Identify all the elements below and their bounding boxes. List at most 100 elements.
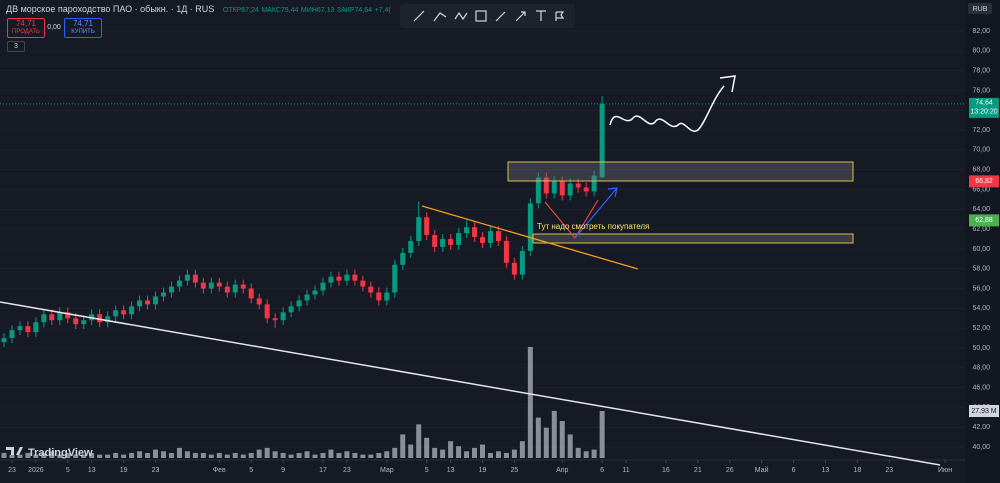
candle-body <box>480 237 485 243</box>
marks <box>0 30 965 458</box>
volume-bar <box>312 454 318 458</box>
candle-body <box>527 203 533 251</box>
x-tick-label: 5 <box>66 467 70 474</box>
volume-bar <box>145 452 151 458</box>
spread: 0,00 <box>47 24 61 31</box>
x-tick-label: 16 <box>662 467 670 474</box>
candle-body <box>216 282 222 287</box>
candle-body <box>559 181 565 196</box>
x-tick-label: 18 <box>853 467 861 474</box>
volume-bar <box>160 451 166 458</box>
arrow-blue <box>574 187 618 239</box>
volume-bar <box>400 434 406 458</box>
candle-body <box>464 227 470 234</box>
volume-bar <box>256 449 262 458</box>
candle-body <box>153 296 159 305</box>
volume-bar <box>464 451 470 458</box>
buy-price: 74,71 <box>72 19 94 28</box>
y-tick-label: 60,00 <box>972 246 990 253</box>
candle-body <box>432 235 438 247</box>
candle-body <box>145 300 151 305</box>
volume-bar <box>121 454 127 458</box>
zone-lower <box>532 233 854 244</box>
volume-bar <box>472 447 478 458</box>
volume-bar <box>575 447 581 458</box>
candle-body <box>248 288 254 299</box>
volume-bar <box>176 447 182 458</box>
tool-text[interactable] <box>536 10 546 21</box>
volume-bar <box>336 452 342 458</box>
volume-bar <box>240 454 246 458</box>
volume-bar <box>567 434 573 458</box>
x-tick-label: 26 <box>726 467 734 474</box>
candle-body <box>320 282 326 291</box>
tool-brush[interactable] <box>495 11 506 22</box>
candle-body <box>176 280 182 287</box>
volume-bar <box>456 446 462 458</box>
volume-bar <box>424 437 430 458</box>
zone-upper <box>507 161 854 182</box>
tool-rect[interactable] <box>475 10 487 22</box>
volume-bar <box>511 449 517 458</box>
candle-body <box>1 338 7 343</box>
volume-bar <box>352 452 358 458</box>
x-tick-label: 19 <box>120 467 128 474</box>
ma-tag <box>969 175 999 188</box>
y-tick-label: 72,00 <box>972 127 990 134</box>
volume-bar <box>408 444 414 458</box>
volume-bar <box>113 452 119 458</box>
stat: ОТКР67,24 <box>222 7 259 14</box>
volume-bar <box>248 452 254 458</box>
tool-arrow[interactable] <box>515 11 526 22</box>
tool-line[interactable] <box>413 10 425 22</box>
sell-button[interactable]: 74,71 ПРОДАТЬ <box>7 18 45 38</box>
candle-body <box>81 320 87 325</box>
indicators-toggle[interactable]: 3 <box>7 41 25 52</box>
tool-flag[interactable] <box>555 11 565 21</box>
volume-bar <box>129 452 135 458</box>
ma-tag-label: 62,88 <box>975 217 993 224</box>
logo: TradingView <box>28 447 93 459</box>
candle-body <box>519 250 525 275</box>
stat: +7,4( <box>374 7 391 14</box>
ma-tag <box>969 214 999 227</box>
buy-label: КУПИТЬ <box>71 29 95 35</box>
candle-body <box>472 227 478 238</box>
candle-body <box>296 300 302 307</box>
tool-pattern[interactable] <box>454 11 468 21</box>
volume-bar <box>105 454 111 458</box>
volume-tag-label: 27,93 M <box>971 408 996 415</box>
candle-body <box>224 286 230 293</box>
trend-line <box>0 301 941 466</box>
y-tick-label: 78,00 <box>972 67 990 74</box>
buy-button[interactable]: 74,71 КУПИТЬ <box>64 18 102 38</box>
volume-bar <box>9 454 15 458</box>
x-tick-label: 19 <box>479 467 487 474</box>
y-tick-label: 56,00 <box>972 285 990 292</box>
volume-bar <box>25 452 31 458</box>
candle-body <box>121 310 127 315</box>
volume-bar <box>551 410 557 458</box>
volume-bar <box>416 424 422 458</box>
tool-path[interactable] <box>433 12 447 22</box>
candle-body <box>503 240 509 263</box>
candle-body <box>208 282 214 289</box>
candle-body <box>328 276 334 283</box>
x-tick-label: 13 <box>447 467 455 474</box>
candle-body <box>376 292 382 301</box>
symbol-title: ДВ морское пароходство ПАО · обыкн. · 1Д… <box>6 4 215 14</box>
y-tick-label: 40,00 <box>972 444 990 451</box>
candle-body <box>312 290 318 295</box>
y-tick-label: 82,00 <box>972 28 990 35</box>
annotation: Тут надо смотреть покупателя <box>537 222 649 231</box>
logo-icon <box>6 447 23 455</box>
drawing-toolbar <box>400 4 575 28</box>
candle-body <box>416 217 422 241</box>
candle-body <box>352 274 358 281</box>
candle-body <box>256 298 262 305</box>
candle-body <box>160 292 166 297</box>
volume-bar <box>89 452 95 458</box>
y-tick-label: 76,00 <box>972 87 990 94</box>
x-tick-label: 9 <box>281 467 285 474</box>
x-tick-label: 23 <box>152 467 160 474</box>
